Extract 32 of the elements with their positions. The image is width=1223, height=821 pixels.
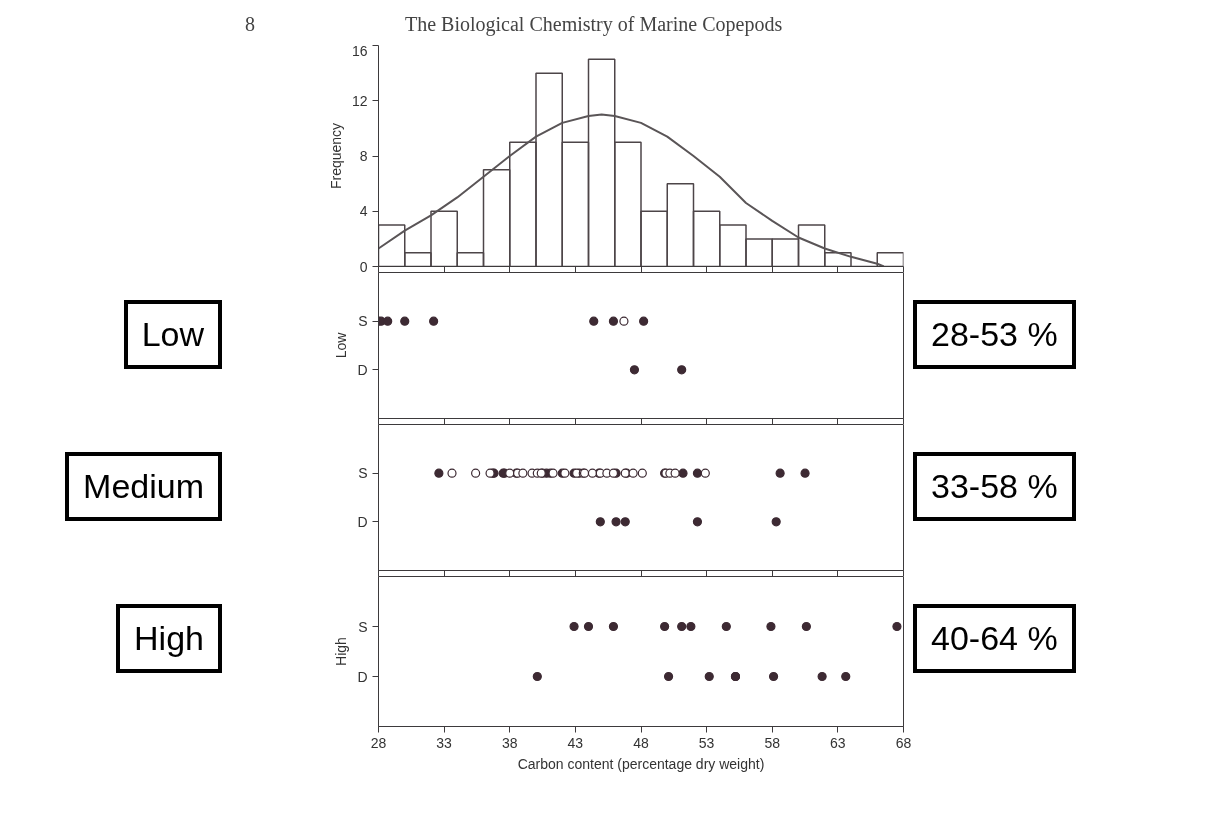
text: High <box>116 604 222 673</box>
y-tick-label: D <box>357 513 368 530</box>
chart-title: The Biological Chemistry of Marine Copepods <box>405 12 783 38</box>
y-axis-title: Low <box>333 331 350 359</box>
x-tick-label: 63 <box>830 734 846 751</box>
y-tick-label: 4 <box>359 203 368 220</box>
y-tick-label: D <box>357 361 368 378</box>
x-tick-label: 28 <box>370 734 387 751</box>
y-tick-label: 8 <box>359 148 368 164</box>
text: Medium <box>65 452 222 521</box>
x-tick-label: 48 <box>633 734 649 751</box>
text: 33-58 % <box>913 452 1076 521</box>
x-tick-label: 68 <box>895 734 912 751</box>
x-tick-label: 58 <box>764 734 781 751</box>
y-tick-label: 0 <box>359 258 368 275</box>
x-tick-label: 33 <box>436 734 453 751</box>
y-tick-label: 16 <box>351 42 368 59</box>
text: 28-53 % <box>913 300 1076 369</box>
text: Low <box>123 300 222 369</box>
y-tick-label: S <box>358 313 368 330</box>
y-axis-title: High <box>333 637 350 666</box>
y-tick-label: S <box>358 618 368 635</box>
y-tick-label: S <box>358 465 368 482</box>
y-axis-title: Frequency <box>327 122 344 190</box>
text: 8 <box>245 12 255 37</box>
x-axis-title: Carbon content (percentage dry weight) <box>517 755 765 772</box>
text: 40-64 % <box>913 604 1076 673</box>
x-tick-label: 38 <box>501 734 518 751</box>
x-tick-label: 43 <box>567 734 584 751</box>
y-tick-label: 12 <box>351 92 368 109</box>
y-tick-label: D <box>357 668 368 685</box>
x-tick-label: 53 <box>698 734 715 751</box>
